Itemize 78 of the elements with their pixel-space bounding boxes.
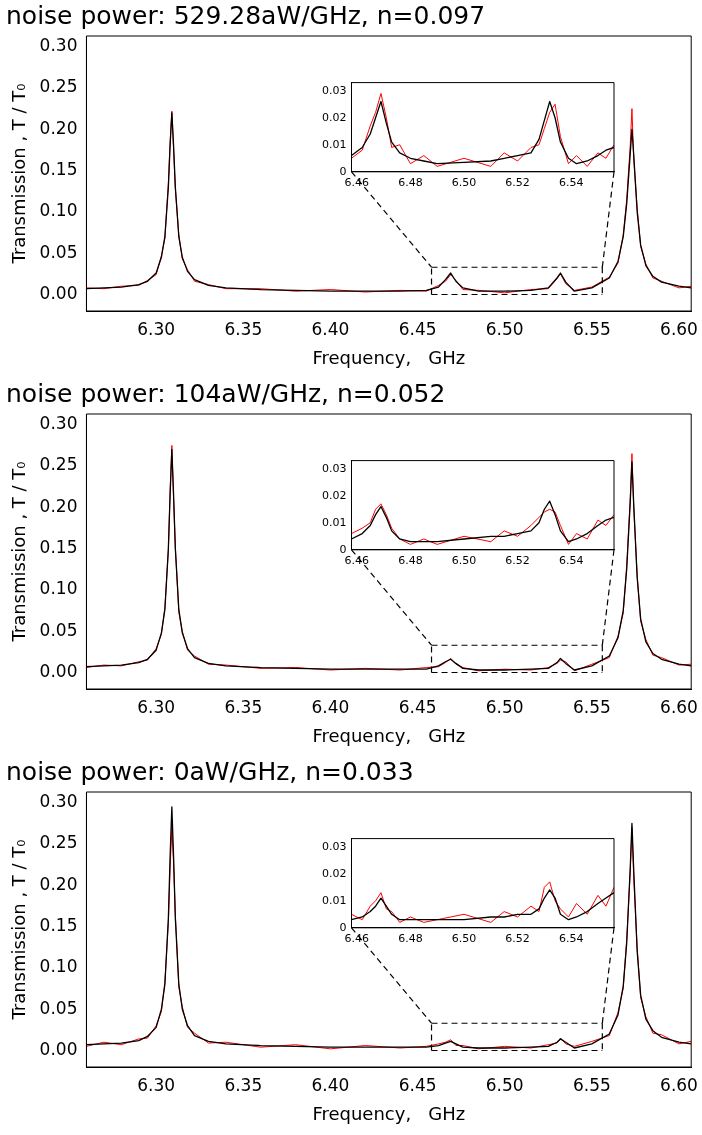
x-tick-label: 6.50 bbox=[451, 554, 477, 568]
x-tick-label: 6.35 bbox=[224, 1074, 263, 1095]
y-axis-title: Transmission , T / T₀ bbox=[8, 83, 30, 265]
x-tick-label: 6.50 bbox=[485, 1074, 524, 1095]
y-tick-label: 0.30 bbox=[39, 413, 78, 434]
y-tick-label: 0.01 bbox=[321, 137, 347, 151]
x-tick-label: 6.54 bbox=[558, 176, 584, 190]
y-tick-label: 0 bbox=[339, 920, 347, 934]
x-tick-label: 6.30 bbox=[137, 1074, 176, 1095]
x-tick-label: 6.50 bbox=[451, 176, 477, 190]
y-tick-label: 0.20 bbox=[39, 117, 78, 138]
y-tick-label: 0.25 bbox=[39, 76, 78, 97]
y-tick-label: 0.00 bbox=[39, 660, 78, 681]
x-tick-label: 6.45 bbox=[398, 696, 437, 717]
x-tick-label: 6.52 bbox=[505, 932, 530, 946]
x-tick-label: 6.35 bbox=[224, 696, 263, 717]
y-tick-label: 0.15 bbox=[39, 537, 78, 558]
x-axis-title: Frequency, GHz bbox=[312, 724, 466, 746]
y-tick-label: 0.10 bbox=[39, 956, 78, 977]
y-axis-title: Transmission , T / T₀ bbox=[8, 461, 30, 643]
x-tick-label: 6.48 bbox=[398, 932, 423, 946]
y-tick-label: 0.03 bbox=[321, 83, 347, 97]
x-axis-title: Frequency, GHz bbox=[312, 346, 466, 368]
y-tick-label: 0.05 bbox=[39, 997, 78, 1018]
x-tick-label: 6.50 bbox=[485, 318, 524, 339]
y-tick-label: 0.02 bbox=[321, 866, 347, 880]
y-tick-label: 0.30 bbox=[39, 35, 78, 56]
x-tick-label: 6.60 bbox=[660, 1074, 698, 1095]
y-tick-label: 0.25 bbox=[39, 832, 78, 853]
x-tick-label: 6.52 bbox=[505, 176, 530, 190]
y-tick-label: 0.15 bbox=[39, 915, 78, 936]
y-tick-label: 0.01 bbox=[321, 893, 347, 907]
x-tick-label: 6.46 bbox=[344, 932, 370, 946]
x-tick-label: 6.35 bbox=[224, 318, 263, 339]
x-tick-label: 6.54 bbox=[558, 932, 584, 946]
chart-title: noise power: 104aW/GHz, n=0.052 bbox=[6, 378, 446, 408]
x-tick-label: 6.52 bbox=[505, 554, 530, 568]
y-tick-label: 0 bbox=[339, 164, 347, 178]
y-tick-label: 0.02 bbox=[321, 488, 347, 502]
y-tick-label: 0.01 bbox=[321, 515, 347, 529]
y-tick-label: 0.20 bbox=[39, 495, 78, 516]
x-tick-label: 6.60 bbox=[660, 318, 698, 339]
x-axis-title: Frequency, GHz bbox=[312, 1102, 466, 1124]
x-tick-label: 6.45 bbox=[398, 1074, 437, 1095]
y-tick-label: 0.05 bbox=[39, 619, 78, 640]
y-axis-title: Transmission , T / T₀ bbox=[8, 839, 30, 1021]
y-tick-label: 0.25 bbox=[39, 454, 78, 475]
y-tick-label: 0.03 bbox=[321, 839, 347, 853]
x-tick-label: 6.46 bbox=[344, 554, 370, 568]
y-tick-label: 0.00 bbox=[39, 1038, 78, 1059]
chart-title: noise power: 529.28aW/GHz, n=0.097 bbox=[6, 0, 486, 30]
x-tick-label: 6.55 bbox=[572, 1074, 611, 1095]
chart-title: noise power: 0aW/GHz, n=0.033 bbox=[6, 756, 414, 786]
x-tick-label: 6.45 bbox=[398, 318, 437, 339]
y-tick-label: 0.05 bbox=[39, 241, 78, 262]
y-tick-label: 0.10 bbox=[39, 578, 78, 599]
y-tick-label: 0.02 bbox=[321, 110, 347, 124]
x-tick-label: 6.48 bbox=[398, 554, 423, 568]
y-tick-label: 0.10 bbox=[39, 200, 78, 221]
x-tick-label: 6.50 bbox=[451, 932, 477, 946]
x-tick-label: 6.50 bbox=[485, 696, 524, 717]
x-tick-label: 6.54 bbox=[558, 554, 584, 568]
x-tick-label: 6.30 bbox=[137, 318, 176, 339]
x-tick-label: 6.30 bbox=[137, 696, 176, 717]
x-tick-label: 6.40 bbox=[311, 318, 350, 339]
y-tick-label: 0.00 bbox=[39, 282, 78, 303]
y-tick-label: 0 bbox=[339, 542, 347, 556]
y-tick-label: 0.30 bbox=[39, 791, 78, 812]
x-tick-label: 6.48 bbox=[398, 176, 423, 190]
x-tick-label: 6.40 bbox=[311, 1074, 350, 1095]
x-tick-label: 6.55 bbox=[572, 318, 611, 339]
x-tick-label: 6.60 bbox=[660, 696, 698, 717]
y-tick-label: 0.20 bbox=[39, 873, 78, 894]
y-tick-label: 0.03 bbox=[321, 461, 347, 475]
x-tick-label: 6.40 bbox=[311, 696, 350, 717]
x-tick-label: 6.55 bbox=[572, 696, 611, 717]
x-tick-label: 6.46 bbox=[344, 176, 370, 190]
y-tick-label: 0.15 bbox=[39, 159, 78, 180]
